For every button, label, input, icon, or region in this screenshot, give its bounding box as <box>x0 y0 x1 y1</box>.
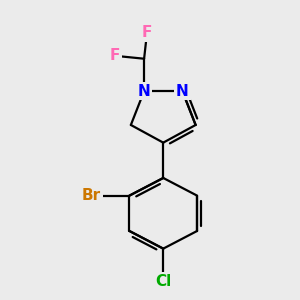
Text: N: N <box>176 84 189 99</box>
Text: F: F <box>142 25 152 40</box>
Text: N: N <box>138 84 151 99</box>
Text: F: F <box>110 48 120 63</box>
Text: Cl: Cl <box>155 274 171 289</box>
Text: Br: Br <box>82 188 101 203</box>
